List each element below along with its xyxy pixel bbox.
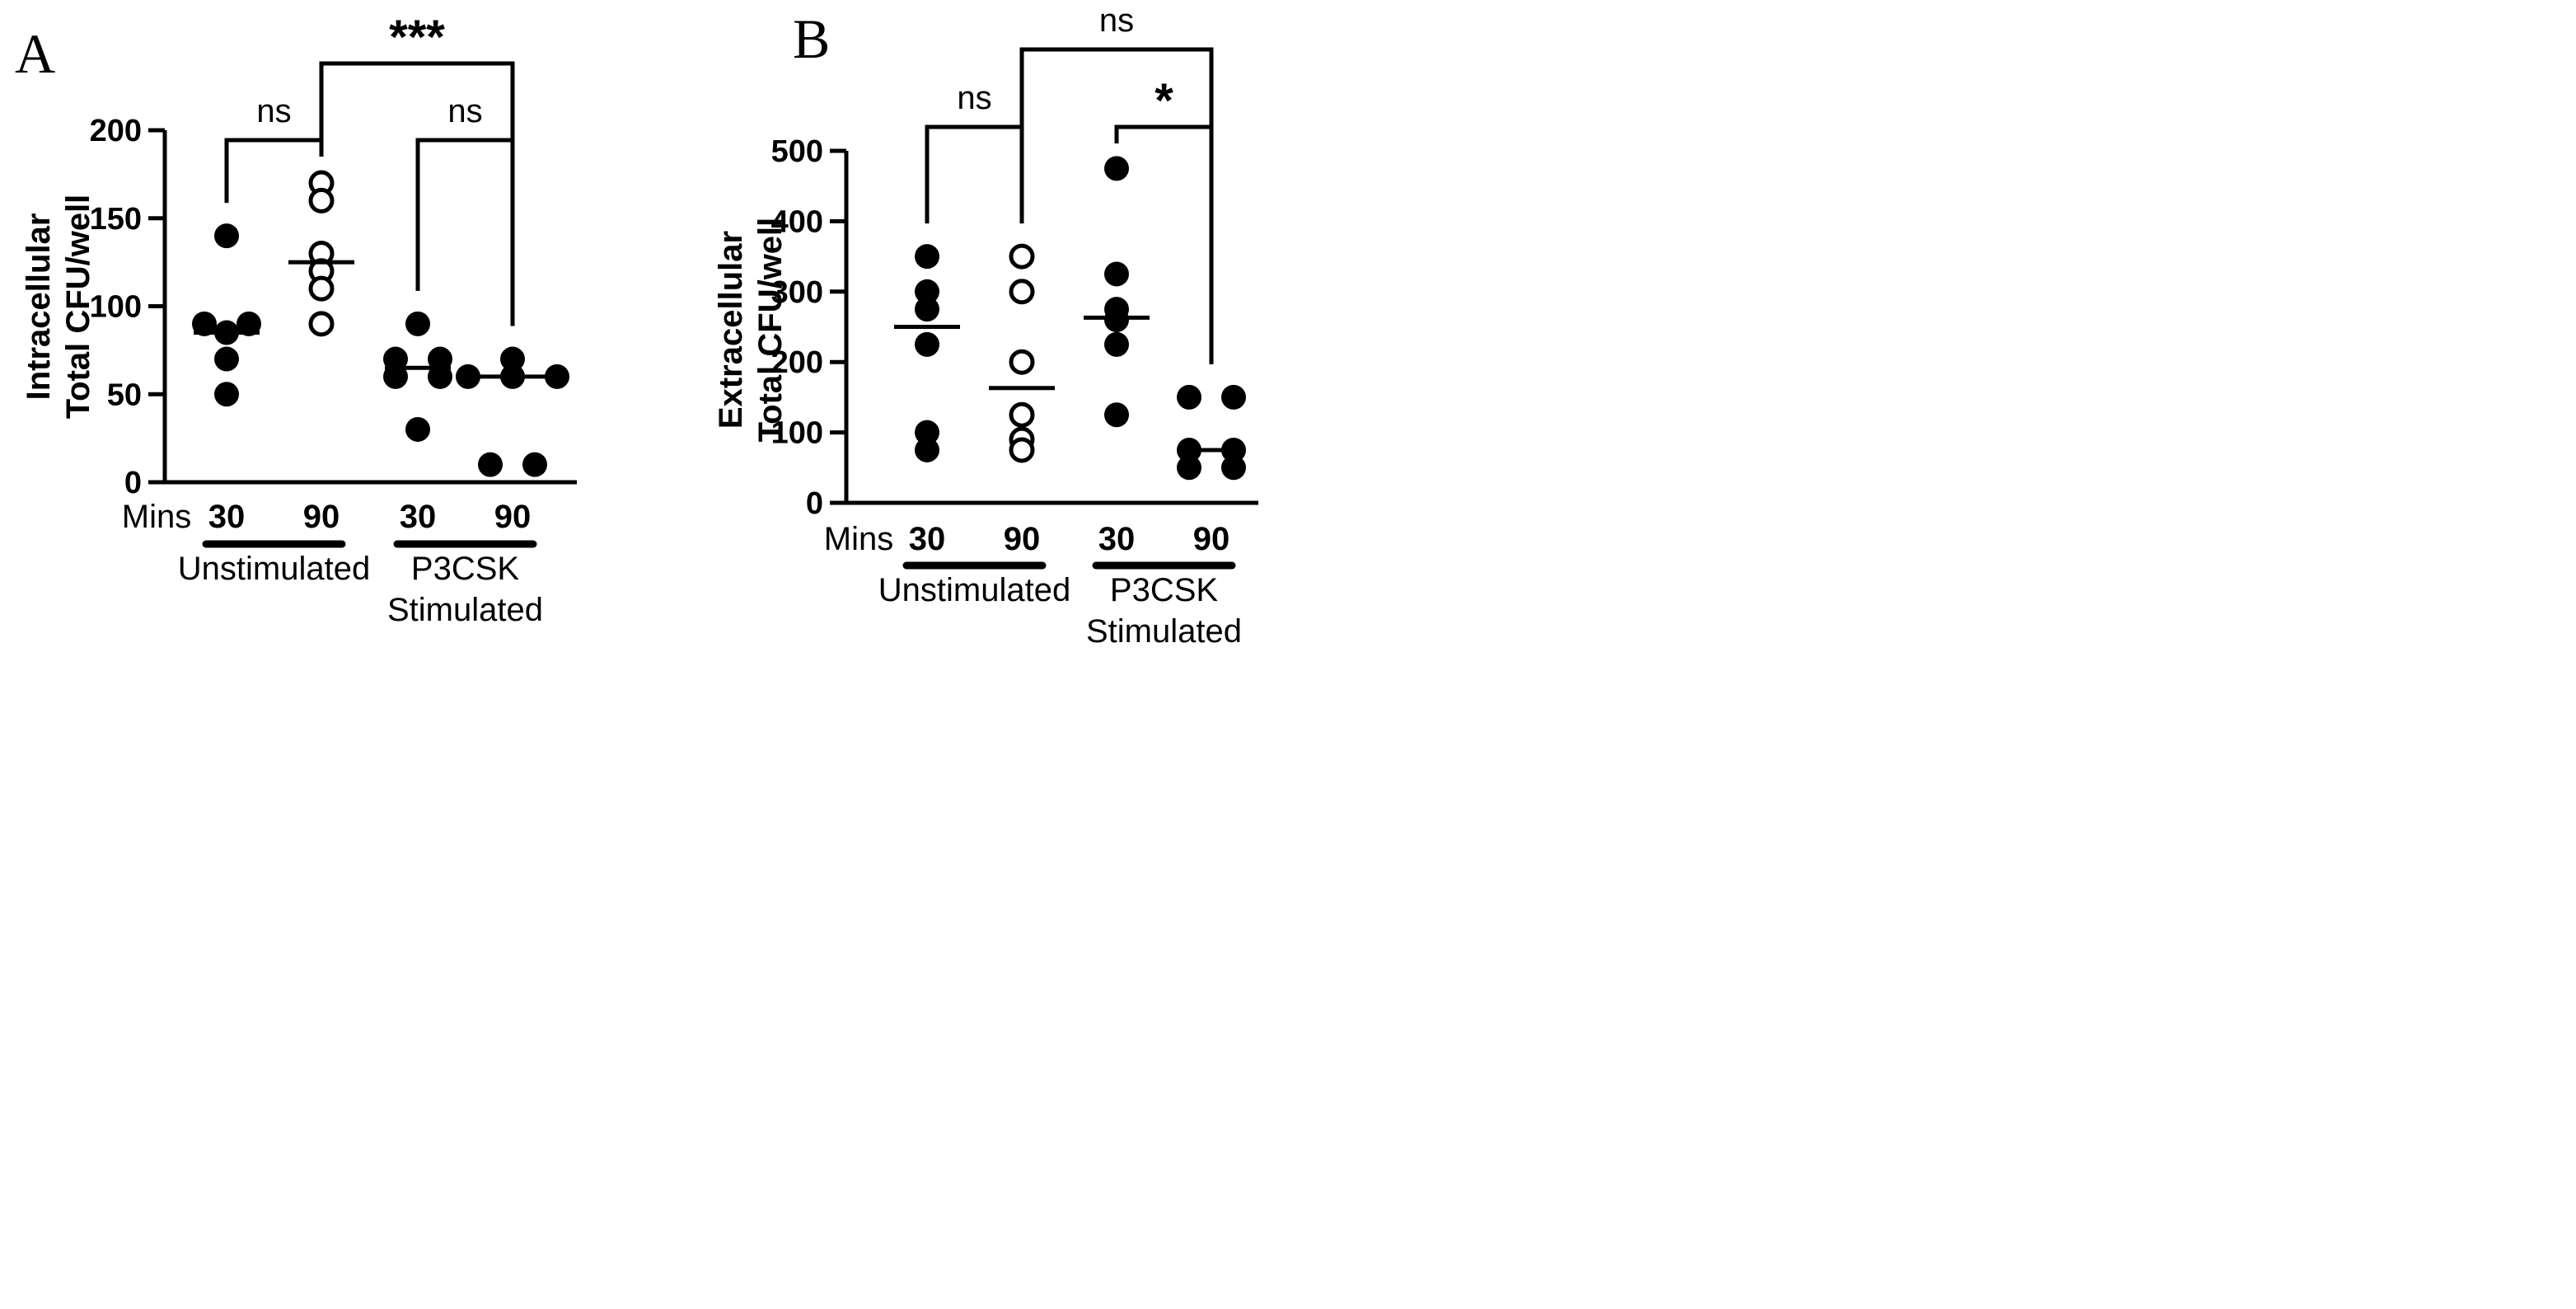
x-tick-label: 90 [494,499,532,535]
y-tick-label: 500 [771,134,823,169]
data-point [405,416,430,442]
y-tick-label: 100 [90,290,142,325]
condition-label: Stimulated [387,592,543,628]
data-point [915,420,939,445]
data-point [456,364,480,389]
data-point [1009,349,1035,375]
comparison-bracket [1019,47,1214,127]
x-tick-label: 30 [909,521,946,557]
data-point [1009,279,1035,305]
data-point [308,275,335,302]
data-point [915,279,939,304]
x-tick-label: 30 [400,499,437,535]
data-point [1009,401,1035,428]
data-point [1104,156,1129,181]
data-point [1104,331,1129,357]
panel-a: A 0 50 100 150 200 Intracellular Total CFU/well… [15,11,577,628]
y-tick-label: 150 [90,202,142,237]
panel-b: B 0 100 200 300 400 500 Extracellular Total CFU/… [713,2,1258,650]
y-tick-label: 0 [806,486,823,521]
data-point [915,244,939,270]
y-tick-label: 300 [771,275,823,310]
condition-label: Stimulated [1086,613,1242,650]
data-point [500,346,525,372]
comparison-label: ns [256,93,291,129]
comparison-label: * [1155,74,1173,128]
data-point [405,311,430,336]
data-point [237,311,261,336]
x-tick-label: 90 [1193,521,1230,557]
data-point [1221,455,1246,481]
data-point [1009,243,1035,270]
panel-letter: B [793,7,830,70]
comparison-label: ns [957,80,991,116]
y-tick-label: 100 [771,416,823,451]
x-tick-label: 30 [208,499,246,535]
data-point [308,311,335,337]
data-point [383,346,408,372]
comparison-label: *** [389,11,445,64]
data-point [308,187,335,213]
data-point [915,437,939,462]
data-point [1177,384,1201,410]
y-axis-label: Total CFU/well [752,218,789,443]
data-point [214,382,239,407]
data-point [545,364,569,389]
y-tick-label: 400 [771,204,823,239]
condition-label: P3CSK [411,551,519,587]
comparison-label: ns [1099,2,1134,39]
data-point [1009,437,1035,463]
data-point [428,346,452,372]
data-point [214,223,239,249]
data-point [383,364,408,389]
data-point [915,331,939,357]
condition-label: Unstimulated [178,551,370,587]
panel-letter: A [15,22,55,85]
comparison-label: ns [447,93,482,129]
comparison-bracket [319,61,515,140]
x-tick-label: 30 [1098,521,1136,557]
data-point [478,452,503,477]
data-point [428,364,452,389]
x-axis-prefix: Mins [122,499,191,535]
x-tick-label: 90 [1004,521,1041,557]
y-tick-label: 200 [771,345,823,380]
x-tick-label: 90 [303,499,340,535]
condition-label: Unstimulated [878,572,1070,608]
y-tick-label: 0 [124,466,142,500]
data-point [522,452,547,477]
comparison-bracket [224,138,324,204]
data-point [1104,261,1129,287]
data-point [1177,455,1201,481]
data-point [1221,384,1246,410]
data-point [915,297,939,322]
condition-label: P3CSK [1110,572,1218,608]
y-axis-label: Intracellular [21,213,57,401]
data-point [1104,307,1129,332]
x-axis-prefix: Mins [824,521,893,557]
comparison-bracket [925,124,1024,224]
y-tick-label: 200 [90,114,142,148]
comparison-bracket [415,138,515,326]
y-axis-label: Extracellular [713,231,749,429]
y-tick-label: 50 [107,378,142,412]
data-point [192,311,217,336]
data-point [1104,402,1129,428]
comparison-bracket [1114,124,1214,364]
y-axis-label: Total CFU/well [60,195,96,420]
data-point [214,346,239,372]
